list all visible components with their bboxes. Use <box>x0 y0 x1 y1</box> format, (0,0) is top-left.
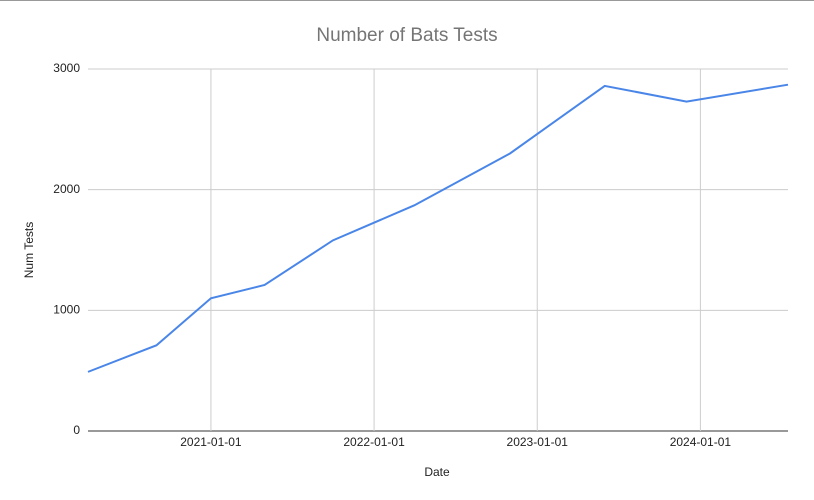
y-tick-label: 2000 <box>53 182 80 196</box>
y-tick-label: 1000 <box>53 303 80 317</box>
x-tick-label: 2021-01-01 <box>180 435 242 449</box>
x-tick-label: 2024-01-01 <box>670 435 732 449</box>
y-tick-label: 0 <box>73 423 80 437</box>
x-tick-label: 2023-01-01 <box>507 435 569 449</box>
x-tick-label: 2022-01-01 <box>343 435 405 449</box>
chart-title: Number of Bats Tests <box>316 25 497 46</box>
y-tick-label: 3000 <box>53 61 80 75</box>
y-axis-label: Num Tests <box>22 222 36 278</box>
x-axis-label: Date <box>424 465 450 479</box>
data-line <box>87 83 789 373</box>
